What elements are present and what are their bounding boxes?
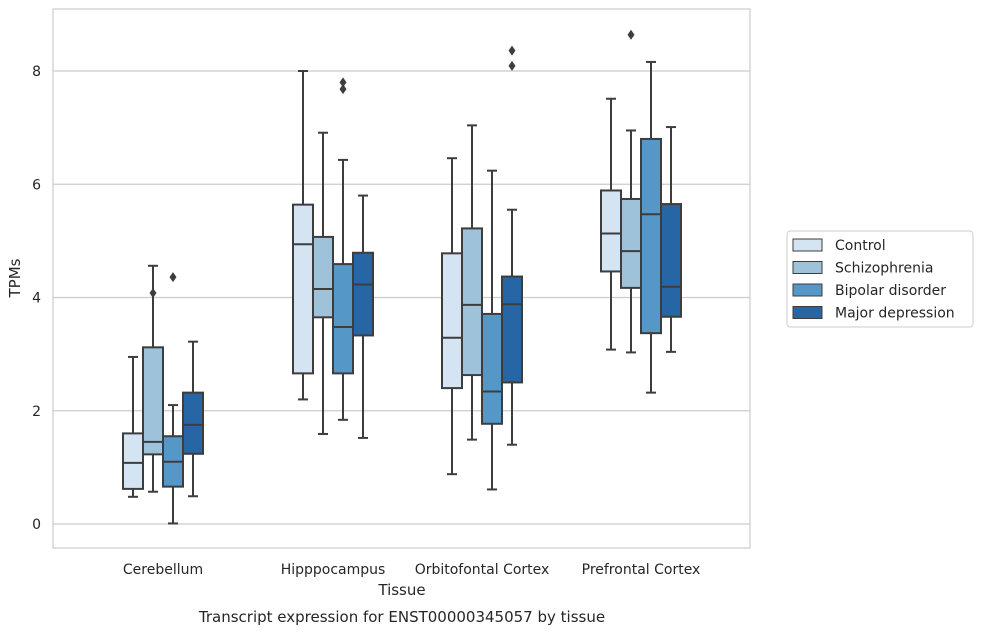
x-tick-labels: Cerebellum Hipppocampus Orbitofontal Corte… [123,562,700,578]
legend-label: Bipolar disorder [835,283,946,299]
box-group [640,60,662,394]
outlier-point [627,29,635,40]
box-group [182,340,204,498]
box-group [501,45,523,446]
outlier-point [508,45,516,56]
box-group [620,29,642,354]
box-group [292,70,314,401]
legend-swatch [792,261,823,274]
x-axis-label: Tissue [377,581,425,599]
box-group [481,169,503,491]
legend-swatch [792,283,823,297]
box [332,263,354,375]
outlier-point [149,287,157,298]
box [182,391,204,455]
legend-swatch [792,306,823,319]
plot-frame [52,8,751,549]
box-group [600,97,622,351]
box-group [461,124,483,441]
legend: Control Schizophrenia Bipolar disorder Majo… [786,230,974,328]
x-tick-label: Orbitofontal Cortex [415,562,550,578]
boxes-layer [122,29,682,525]
outlier-point [508,60,516,71]
legend-label: Major depression [835,306,955,322]
box [142,346,164,456]
legend-label: Control [835,238,886,254]
y-tick-label: 0 [32,517,41,533]
x-tick-label: Hipppocampus [281,562,386,578]
legend-swatch [792,238,823,252]
box [620,197,642,289]
box-group [312,131,334,435]
outlier-point [169,272,177,283]
box-group [142,264,164,493]
box [441,252,463,390]
y-tick-label: 8 [32,64,41,80]
box-group [441,157,463,476]
box [600,189,622,273]
box [660,203,682,318]
grid-lines [53,70,750,525]
legend-frame [786,230,974,328]
legend-items: Control Schizophrenia Bipolar disorder Majo… [792,238,955,322]
box-group [352,194,374,439]
box [352,251,374,337]
outlier-point [339,77,347,88]
x-tick-label: Prefrontal Cortex [582,562,701,578]
y-tick-label: 4 [32,291,41,307]
box-group [162,272,184,525]
y-axis-label: TPMs [6,258,24,298]
box [640,137,662,335]
box [481,312,503,425]
box [312,235,334,319]
chart-caption: Transcript expression for ENST0000034505… [198,608,605,626]
box [461,227,483,377]
outlier-point [339,84,347,95]
box-group [660,126,682,353]
box-group [122,355,144,498]
box [122,432,144,490]
y-tick-label: 2 [32,404,41,420]
box-group [332,77,354,421]
y-tick-label: 6 [32,177,41,193]
box [501,275,523,384]
x-tick-label: Cerebellum [123,562,203,578]
legend-label: Schizophrenia [835,261,933,277]
box [292,203,314,375]
y-tick-labels: 0 2 4 6 8 [32,64,41,533]
